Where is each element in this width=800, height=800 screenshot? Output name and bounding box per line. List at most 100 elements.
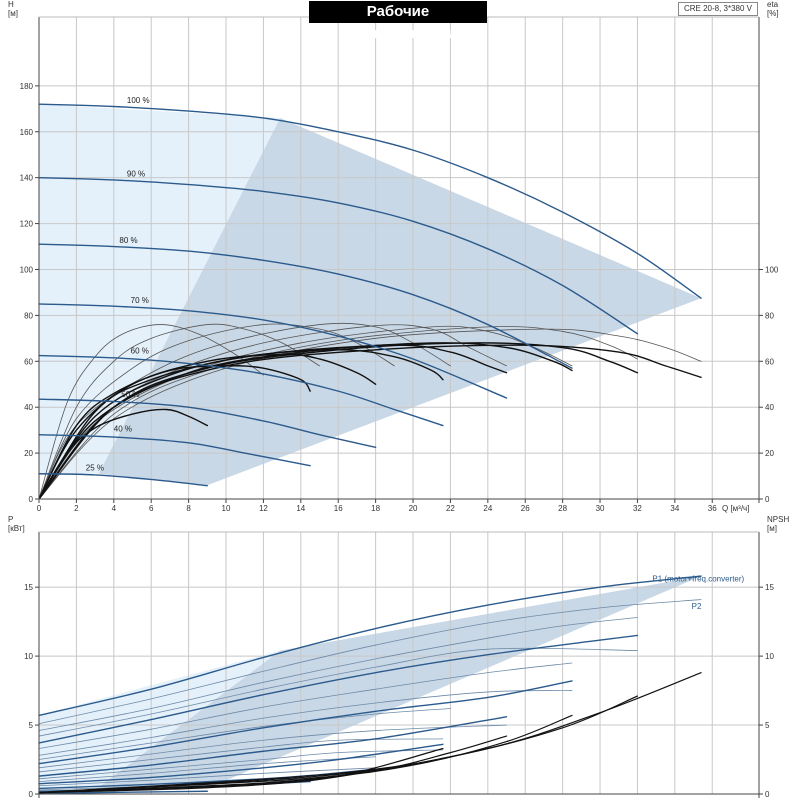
power-curve-thin-6 bbox=[38, 724, 507, 769]
power-curve-0 bbox=[38, 575, 702, 717]
bottom-ytick-label-left: 10 bbox=[24, 652, 33, 661]
speed-label-90: 90 % bbox=[127, 170, 145, 179]
top-ytick-label-left: 60 bbox=[24, 357, 33, 366]
top-xtick-label: 30 bbox=[596, 504, 605, 513]
top-ytick-label-left: 0 bbox=[29, 495, 34, 504]
efficiency-curve-thin-6 bbox=[38, 326, 638, 500]
top-ytick-label-left: 180 bbox=[20, 82, 34, 91]
efficiency-curve-7 bbox=[38, 344, 702, 500]
bottom-chart-grid bbox=[39, 532, 759, 794]
top-xtick-label: 34 bbox=[670, 504, 679, 513]
bottom-ylabel-right-symbol: NPSH bbox=[767, 515, 789, 524]
npsh-curve-5 bbox=[38, 672, 702, 794]
top-xtick-label: 16 bbox=[334, 504, 343, 513]
bottom-band-main bbox=[98, 576, 702, 789]
efficiency-curve-5 bbox=[38, 342, 573, 500]
power-curve-thin-1 bbox=[38, 617, 638, 731]
bottom-chart-axes: 0 5 10 15 0 5 10 15 P[кВт] NPSH[м] bbox=[8, 515, 789, 799]
chart-title: Рабочие характеристики bbox=[309, 1, 487, 42]
top-ylabel-right-symbol: eta bbox=[767, 0, 779, 9]
speed-label-25: 25 % bbox=[86, 463, 104, 472]
pump-model-label: CRE 20-8, 3*380 V bbox=[678, 2, 758, 16]
bottom-ylabel-right-unit: [м] bbox=[767, 524, 777, 533]
top-band-light bbox=[39, 104, 281, 474]
speed-label-60: 60 % bbox=[131, 346, 149, 355]
power-curve-thin-9 bbox=[38, 756, 377, 782]
bottom-ylabel-left-symbol: P bbox=[8, 515, 13, 524]
top-xtick-label: 8 bbox=[186, 504, 191, 513]
speed-label-80: 80 % bbox=[119, 236, 137, 245]
top-xtick-label: 18 bbox=[371, 504, 380, 513]
head-curve-25 bbox=[38, 473, 209, 487]
top-xtick-label: 6 bbox=[149, 504, 154, 513]
top-xtick-label: 12 bbox=[259, 504, 268, 513]
power-curve-2 bbox=[38, 680, 573, 765]
top-xtick-label: 14 bbox=[296, 504, 305, 513]
top-ytick-label-right: 100 bbox=[765, 265, 779, 274]
speed-label-50: 50 % bbox=[121, 390, 139, 399]
top-band-main bbox=[98, 118, 702, 486]
speed-label-70: 70 % bbox=[131, 296, 149, 305]
bottom-ytick-label-right: 5 bbox=[765, 721, 770, 730]
head-curve-40 bbox=[38, 434, 311, 467]
top-ytick-label-right: 40 bbox=[765, 403, 774, 412]
efficiency-curve-thin-1 bbox=[38, 323, 320, 500]
top-xtick-label: 32 bbox=[633, 504, 642, 513]
power-curve-thin-4 bbox=[38, 690, 573, 756]
top-ytick-label-right: 20 bbox=[765, 449, 774, 458]
top-xlabel: Q [м³/ч] bbox=[722, 504, 749, 513]
power-curve-4 bbox=[38, 743, 444, 785]
bottom-ytick-label-right: 10 bbox=[765, 652, 774, 661]
bottom-chart-labels: P1 (motor+freq.converter) P2 bbox=[652, 575, 744, 612]
bottom-ytick-label-left: 0 bbox=[29, 790, 34, 799]
power-curve-thin-10 bbox=[38, 767, 377, 787]
top-ylabel-left-symbol: H bbox=[8, 0, 14, 9]
head-curve-50 bbox=[38, 398, 377, 449]
top-xtick-label: 26 bbox=[521, 504, 530, 513]
top-ylabel-left-unit: [м] bbox=[8, 9, 18, 18]
head-curve-60 bbox=[38, 354, 444, 427]
top-ylabel-right-unit: [%] bbox=[767, 9, 779, 18]
series-label-0: P1 (motor+freq.converter) bbox=[652, 575, 744, 584]
top-ytick-label-right: 0 bbox=[765, 495, 770, 504]
top-ytick-label-left: 20 bbox=[24, 449, 33, 458]
top-ytick-label-left: 40 bbox=[24, 403, 33, 412]
head-curve-70 bbox=[38, 303, 508, 399]
top-ytick-label-right: 60 bbox=[765, 357, 774, 366]
bottom-ytick-label-right: 15 bbox=[765, 583, 774, 592]
speed-label-100: 100 % bbox=[127, 96, 150, 105]
series-label-1: P2 bbox=[692, 602, 702, 611]
power-curve-thin-3 bbox=[38, 662, 573, 749]
efficiency-curve-2 bbox=[38, 353, 377, 500]
bottom-ytick-label-right: 0 bbox=[765, 790, 770, 799]
top-chart-labels: 100 % 90 % 80 % 70 % 60 % 50 % 40 % 25 % bbox=[86, 96, 150, 472]
head-curve-80 bbox=[38, 243, 573, 369]
bottom-chart-curves bbox=[38, 575, 702, 795]
top-xtick-label: 2 bbox=[74, 504, 79, 513]
top-xtick-label: 28 bbox=[558, 504, 567, 513]
power-curve-1 bbox=[38, 634, 639, 744]
top-xtick-label: 36 bbox=[708, 504, 717, 513]
bottom-ytick-label-left: 5 bbox=[29, 721, 34, 730]
top-xtick-label: 24 bbox=[483, 504, 492, 513]
power-curve-thin-5 bbox=[38, 708, 451, 760]
power-curve-3 bbox=[38, 716, 508, 777]
top-chart-band bbox=[39, 104, 702, 486]
power-curve-7 bbox=[38, 790, 209, 795]
top-xtick-label: 10 bbox=[222, 504, 231, 513]
top-ytick-label-left: 160 bbox=[20, 128, 34, 137]
efficiency-curve-4 bbox=[38, 344, 508, 500]
top-ytick-label-left: 140 bbox=[20, 174, 34, 183]
top-xtick-label: 20 bbox=[409, 504, 418, 513]
head-curve-100 bbox=[38, 103, 702, 299]
top-chart-grid bbox=[39, 17, 759, 499]
power-curve-thin-0 bbox=[38, 599, 702, 725]
power-curve-thin-8 bbox=[38, 749, 444, 780]
power-curve-thin-2 bbox=[38, 647, 638, 737]
top-ytick-label-left: 100 bbox=[20, 265, 34, 274]
top-ytick-label-right: 80 bbox=[765, 311, 774, 320]
bottom-ylabel-left-unit: [кВт] bbox=[8, 524, 25, 533]
top-xtick-label: 0 bbox=[37, 504, 42, 513]
